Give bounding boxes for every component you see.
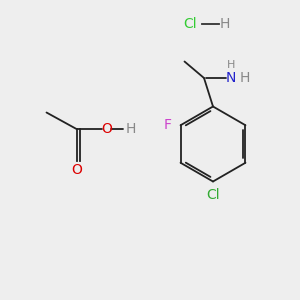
Text: H: H: [239, 71, 250, 85]
Text: O: O: [71, 163, 82, 177]
Text: N: N: [226, 71, 236, 85]
Text: Cl: Cl: [206, 188, 220, 202]
Text: O: O: [101, 122, 112, 136]
Text: H: H: [227, 60, 235, 70]
Text: Cl: Cl: [184, 17, 197, 31]
Text: H: H: [220, 17, 230, 31]
Text: F: F: [164, 118, 172, 132]
Text: H: H: [126, 122, 136, 136]
